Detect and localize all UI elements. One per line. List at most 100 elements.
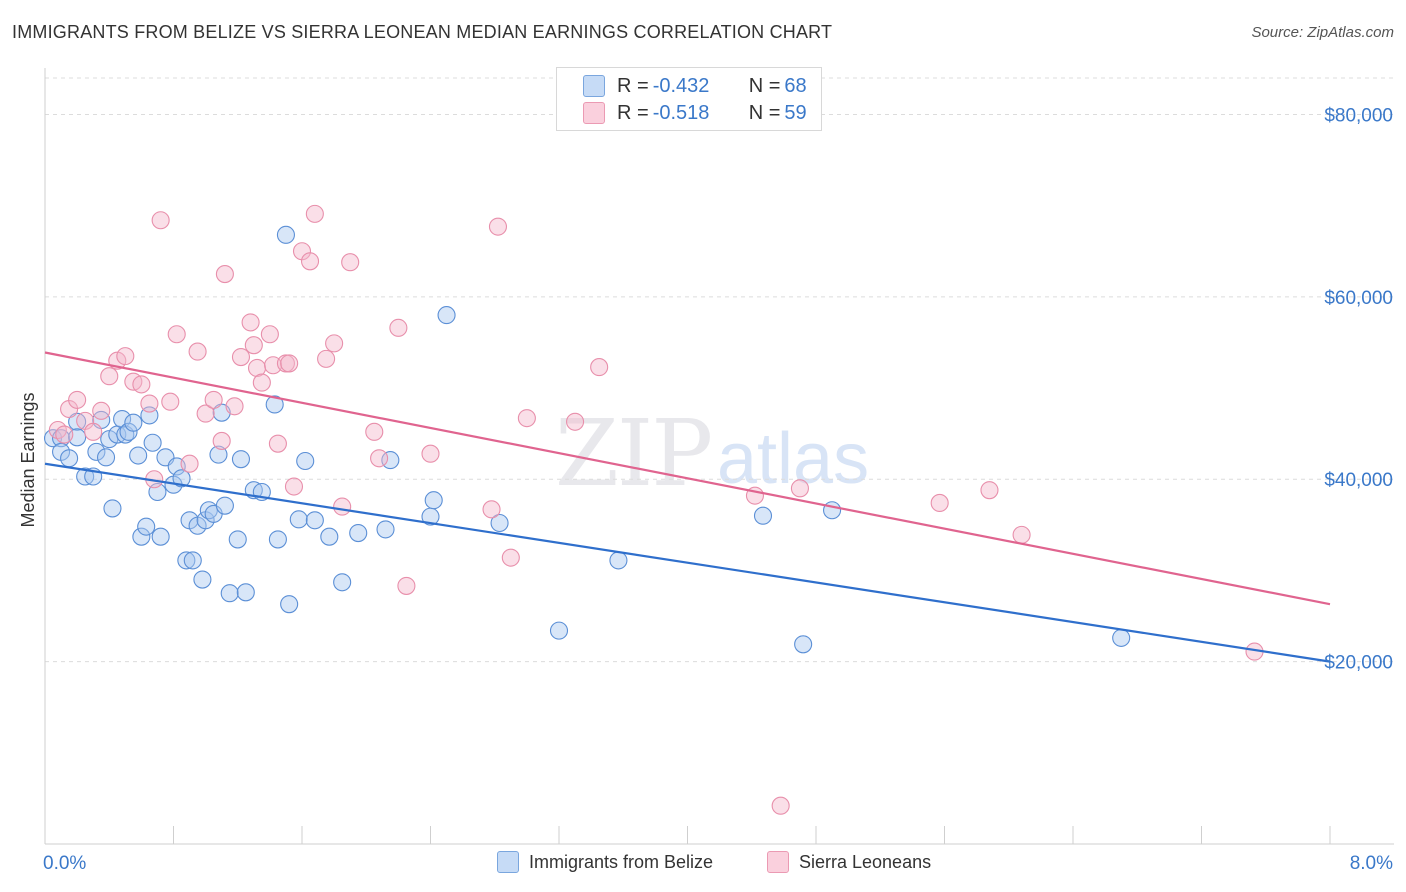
point-belize	[215, 496, 234, 515]
point-sierra	[252, 373, 271, 392]
point-belize	[289, 510, 308, 529]
point-belize	[236, 583, 255, 602]
point-sierra	[980, 481, 999, 500]
point-belize	[143, 433, 162, 452]
point-belize	[333, 573, 352, 592]
point-sierra	[100, 367, 119, 386]
point-belize	[381, 451, 400, 470]
point-sierra	[1012, 525, 1031, 544]
point-sierra	[517, 409, 536, 428]
point-sierra	[260, 325, 279, 344]
point-belize	[209, 445, 228, 464]
data-points	[43, 204, 1264, 815]
legend-n-value: 68	[784, 74, 807, 97]
point-belize	[172, 469, 191, 488]
x-tick-label: 0.0%	[43, 853, 86, 874]
point-sierra	[68, 390, 87, 409]
point-belize	[268, 530, 287, 549]
point-sierra	[231, 347, 251, 367]
point-belize	[151, 527, 170, 546]
point-sierra	[132, 375, 151, 394]
point-belize	[119, 422, 138, 441]
point-belize	[60, 449, 79, 468]
legend-n-label: N =	[748, 74, 781, 97]
y-axis-label: Median Earnings	[18, 392, 38, 527]
tick-labels: $20,000 $40,000 $60,000 $80,000 0.0% 8.0% Medi…	[18, 105, 1393, 874]
point-sierra	[333, 497, 352, 516]
point-sierra	[84, 422, 103, 441]
point-belize	[137, 517, 156, 536]
point-belize	[129, 446, 148, 465]
y-tick-label: $20,000	[1324, 653, 1393, 674]
point-sierra	[48, 420, 67, 440]
axes	[44, 68, 1394, 845]
point-sierra	[151, 211, 170, 230]
point-belize	[349, 523, 368, 543]
point-sierra	[501, 548, 520, 567]
legend-r-label: R =	[617, 101, 649, 124]
bottom-legend-sierra: Sierra Leoneans	[767, 851, 931, 873]
point-sierra	[268, 434, 287, 453]
point-belize	[320, 527, 339, 546]
legend-row-belize: R = -0.432 N = 68	[557, 73, 807, 99]
point-belize	[96, 448, 116, 467]
point-sierra	[590, 358, 609, 377]
point-belize	[490, 513, 509, 533]
point-belize	[193, 570, 212, 589]
bottom-swatch-sierra	[767, 851, 789, 873]
point-sierra	[341, 253, 360, 272]
point-belize	[87, 442, 106, 461]
legend-row-sierra: R = -0.518 N = 59	[557, 100, 807, 126]
point-belize	[1112, 628, 1131, 647]
bottom-legend-label-sierra: Sierra Leoneans	[799, 851, 932, 872]
point-sierra	[180, 454, 199, 473]
point-sierra	[284, 477, 304, 496]
point-belize	[103, 499, 122, 518]
point-sierra	[215, 265, 234, 284]
point-belize	[220, 584, 239, 603]
point-belize	[280, 595, 299, 614]
point-sierra	[161, 392, 180, 411]
point-belize	[228, 530, 247, 549]
point-belize	[376, 520, 395, 539]
y-tick-label: $40,000	[1324, 470, 1393, 491]
trend-line-belize	[44, 462, 1331, 663]
point-belize	[823, 501, 842, 520]
point-belize	[437, 306, 456, 325]
trend-line-sierra	[44, 351, 1331, 606]
point-belize	[124, 413, 143, 432]
legend-n-value: 59	[784, 101, 807, 124]
point-sierra	[196, 404, 215, 423]
point-sierra	[930, 493, 949, 512]
point-belize	[231, 450, 251, 469]
point-sierra	[317, 349, 336, 368]
point-sierra	[482, 500, 501, 519]
trend-lines	[44, 351, 1331, 663]
point-sierra	[488, 217, 508, 236]
point-sierra	[365, 422, 384, 441]
point-belize	[177, 551, 196, 570]
point-sierra	[421, 444, 440, 463]
point-belize	[296, 451, 315, 471]
point-belize	[424, 491, 443, 510]
point-belize	[132, 527, 151, 546]
point-sierra	[116, 347, 135, 366]
point-sierra	[370, 449, 389, 468]
x-tick-label: 8.0%	[1350, 853, 1393, 874]
point-sierra	[225, 397, 244, 416]
watermark-atlas: atlas	[717, 419, 870, 499]
legend-swatch-sierra	[583, 102, 605, 124]
point-belize	[276, 225, 295, 244]
point-sierra	[167, 325, 186, 344]
bottom-swatch-belize	[497, 851, 519, 873]
watermark-zip: ZIP	[555, 400, 713, 507]
bottom-legend-label-belize: Immigrants from Belize	[529, 851, 714, 872]
point-sierra	[790, 479, 809, 498]
legend-r-value: -0.518	[652, 101, 710, 124]
point-belize	[305, 511, 324, 530]
point-sierra	[305, 204, 324, 223]
y-tick-label: $60,000	[1324, 288, 1393, 309]
bottom-legend-belize: Immigrants from Belize	[497, 851, 713, 873]
point-sierra	[188, 342, 207, 361]
point-belize	[549, 621, 569, 640]
